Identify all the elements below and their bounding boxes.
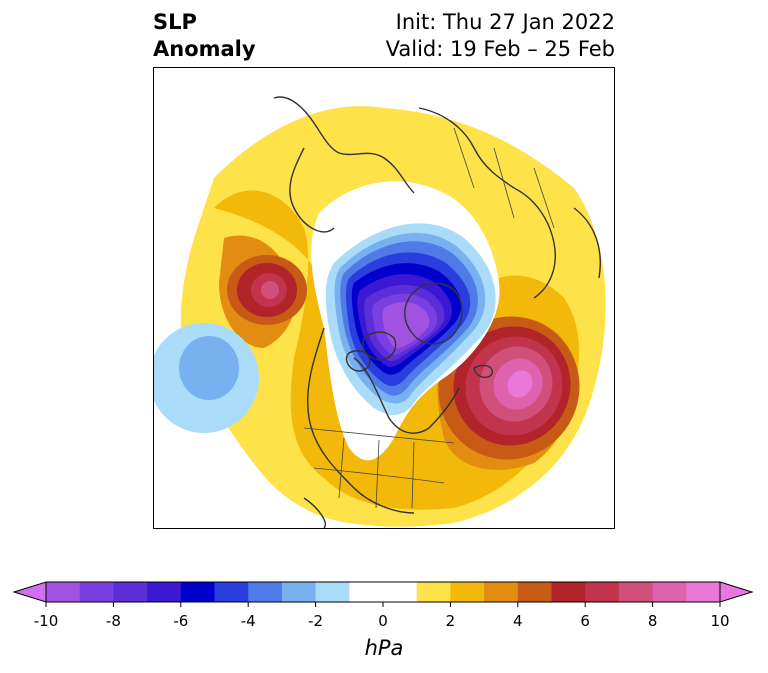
colorbar-bin <box>618 582 654 602</box>
high-pressure-atlantic <box>438 316 580 460</box>
map-title: SLP Anomaly <box>153 9 256 63</box>
colorbar-bin <box>248 582 283 602</box>
colorbar-bin <box>315 582 350 602</box>
colorbar-bin <box>585 582 620 602</box>
colorbar-bin <box>281 582 317 602</box>
colorbar-extend-low-outline <box>12 581 47 603</box>
colorbar-bin <box>484 582 519 602</box>
colorbar-tick-label: -8 <box>106 612 121 630</box>
colorbar-tick-label: -2 <box>308 612 323 630</box>
colorbar-units: hPa <box>364 636 404 660</box>
low-pressure-pacific <box>154 323 259 433</box>
colorbar-extend-high <box>720 582 752 602</box>
colorbar-tick-label: 10 <box>710 612 729 630</box>
colorbar-tick-label: -6 <box>173 612 188 630</box>
colorbar-bin <box>652 582 687 602</box>
anomaly-map <box>153 67 615 529</box>
colorbar-bin <box>113 582 148 602</box>
colorbar-bins <box>46 582 721 602</box>
colorbar-bin <box>686 582 721 602</box>
colorbar-tick-label: -10 <box>34 612 59 630</box>
colorbar-bin <box>147 582 182 602</box>
colorbar-bin <box>46 582 81 602</box>
neutral-zone-west <box>154 168 173 298</box>
colorbar-bin <box>79 582 114 602</box>
colorbar-bin <box>180 582 215 602</box>
neutral-zone-north <box>154 68 614 168</box>
colorbar-tick-label: 8 <box>648 612 658 630</box>
colorbar: -10 -8 -6 -4 -2 0 2 4 6 8 10 <box>12 581 754 630</box>
map-canvas <box>154 68 614 528</box>
colorbar-bin <box>551 582 586 602</box>
colorbar-bin <box>349 582 418 602</box>
title-type: Anomaly <box>153 37 256 61</box>
colorbar-extend-low <box>14 582 46 602</box>
colorbar-bin <box>450 582 485 602</box>
colorbar-bin <box>517 582 552 602</box>
high-pressure-west <box>227 255 307 325</box>
colorbar-extend-high-outline <box>719 581 754 603</box>
colorbar-bin <box>214 582 249 602</box>
title-variable: SLP <box>153 10 197 34</box>
map-dates: Init: Thu 27 Jan 2022 Valid: 19 Feb – 25… <box>386 9 615 63</box>
colorbar-tick-label: -4 <box>241 612 256 630</box>
colorbar-ticks: -10 -8 -6 -4 -2 0 2 4 6 8 10 <box>34 602 730 630</box>
valid-range: Valid: 19 Feb – 25 Feb <box>385 37 615 61</box>
colorbar-tick-label: 6 <box>580 612 590 630</box>
colorbar-tick-label: 4 <box>513 612 523 630</box>
colorbar-tick-label: 2 <box>446 612 456 630</box>
colorbar-tick-label: 0 <box>378 612 388 630</box>
coastlines <box>273 96 601 528</box>
colorbar-bin <box>416 582 451 602</box>
init-date: Init: Thu 27 Jan 2022 <box>395 10 615 34</box>
